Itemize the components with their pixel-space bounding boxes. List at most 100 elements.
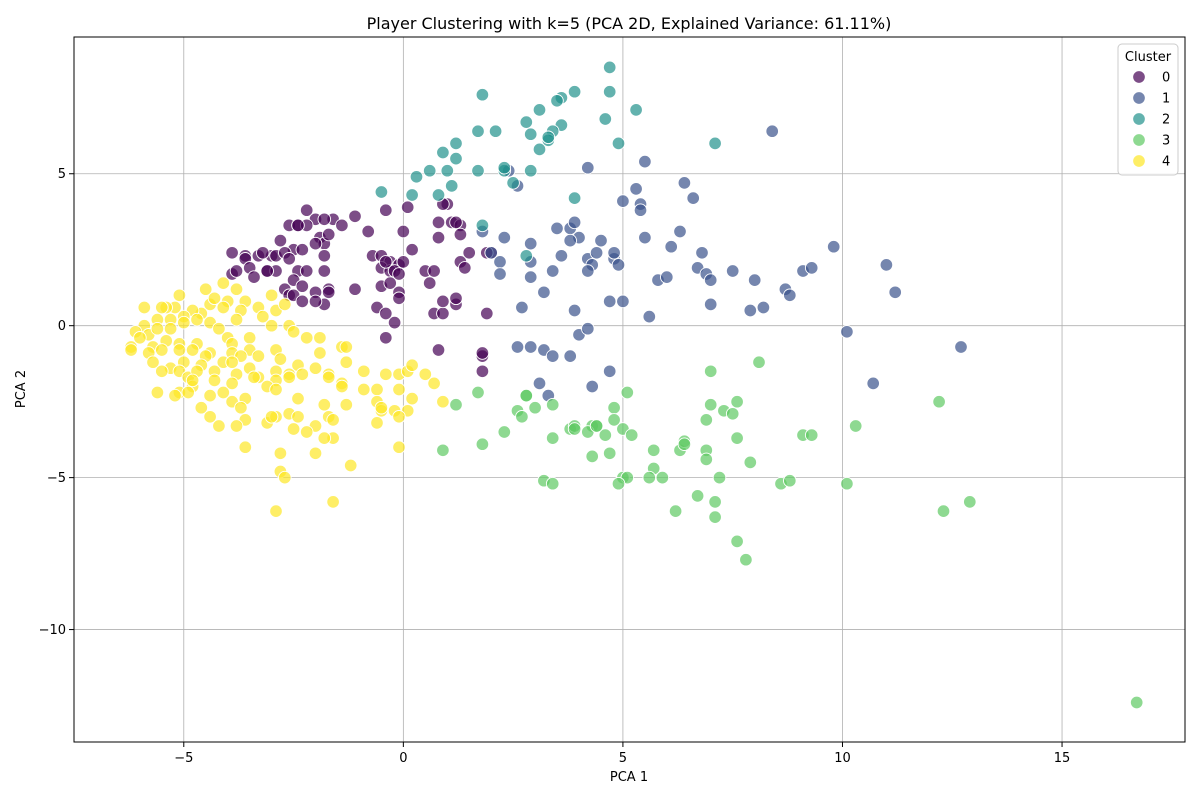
- data-point-cluster-4: [264, 410, 279, 424]
- data-point-cluster-0: [321, 285, 336, 300]
- data-point-cluster-0: [475, 364, 490, 379]
- data-point-cluster-4: [225, 376, 239, 391]
- data-point-cluster-4: [155, 364, 169, 379]
- data-point-cluster-3: [699, 413, 714, 427]
- data-point-cluster-0: [396, 255, 411, 269]
- data-point-cluster-4: [436, 394, 450, 409]
- x-tick-label: −5: [174, 751, 193, 766]
- data-point-cluster-4: [185, 373, 200, 388]
- data-point-cluster-1: [510, 340, 525, 354]
- data-point-cluster-4: [137, 300, 152, 315]
- data-point-cluster-3: [611, 476, 626, 491]
- data-point-cluster-4: [269, 504, 283, 518]
- data-point-cluster-3: [752, 355, 766, 369]
- data-point-cluster-4: [299, 331, 314, 345]
- data-point-cluster-0: [291, 218, 305, 233]
- data-point-cluster-0: [295, 242, 310, 257]
- data-point-cluster-4: [339, 397, 354, 412]
- data-point-cluster-3: [497, 425, 512, 439]
- data-point-cluster-2: [471, 124, 485, 138]
- data-point-cluster-3: [528, 400, 542, 415]
- data-point-cluster-2: [405, 188, 419, 202]
- data-point-cluster-4: [291, 410, 305, 424]
- legend-marker-2: [1132, 112, 1146, 126]
- data-point-cluster-1: [703, 297, 718, 312]
- legend-marker-1: [1132, 91, 1146, 105]
- data-point-cluster-2: [532, 142, 547, 157]
- data-point-cluster-2: [506, 176, 520, 190]
- data-point-cluster-1: [673, 224, 687, 239]
- data-point-cluster-0: [299, 203, 314, 217]
- data-point-cluster-1: [677, 176, 692, 190]
- data-point-cluster-0: [405, 242, 419, 257]
- data-point-cluster-1: [954, 340, 968, 354]
- data-point-cluster-0: [348, 209, 362, 224]
- data-point-cluster-2: [374, 185, 389, 199]
- data-point-cluster-1: [581, 160, 595, 175]
- data-point-cluster-3: [730, 431, 744, 445]
- data-point-cluster-1: [611, 258, 626, 272]
- data-point-cluster-1: [756, 300, 771, 315]
- data-point-cluster-2: [444, 179, 459, 193]
- y-tick-label: −10: [39, 623, 66, 638]
- data-point-cluster-3: [668, 504, 683, 518]
- data-point-cluster-2: [708, 136, 722, 151]
- data-point-cluster-4: [256, 309, 270, 324]
- data-point-cluster-4: [264, 288, 279, 303]
- data-point-cluster-3: [703, 364, 718, 379]
- data-point-cluster-4: [172, 343, 187, 357]
- data-point-cluster-0: [295, 279, 310, 293]
- data-point-cluster-4: [207, 291, 222, 306]
- y-tick-label: 0: [58, 319, 66, 334]
- data-point-cluster-4: [405, 391, 419, 406]
- data-point-cluster-2: [497, 160, 512, 175]
- data-point-cluster-3: [848, 419, 863, 433]
- data-point-cluster-3: [739, 552, 753, 567]
- data-point-cluster-4: [321, 370, 336, 385]
- data-point-cluster-4: [229, 312, 244, 327]
- data-point-cluster-4: [212, 419, 226, 433]
- data-point-cluster-0: [317, 212, 332, 227]
- y-axis-label: PCA 2: [14, 370, 29, 408]
- data-point-cluster-2: [519, 249, 534, 263]
- data-point-cluster-3: [598, 428, 613, 442]
- data-point-cluster-1: [581, 264, 595, 278]
- data-point-cluster-1: [523, 270, 538, 284]
- data-point-cluster-4: [273, 352, 288, 366]
- data-point-cluster-0: [317, 249, 332, 263]
- data-point-cluster-0: [475, 346, 490, 360]
- data-point-cluster-2: [409, 170, 424, 184]
- data-point-cluster-4: [299, 425, 314, 439]
- data-point-cluster-4: [308, 446, 323, 461]
- data-point-cluster-2: [440, 163, 455, 178]
- data-point-cluster-2: [436, 145, 450, 160]
- data-point-cluster-3: [589, 419, 604, 433]
- data-point-cluster-2: [567, 191, 582, 205]
- data-point-cluster-1: [545, 349, 560, 363]
- data-point-cluster-1: [765, 124, 779, 138]
- data-point-cluster-3: [730, 534, 744, 549]
- data-point-cluster-2: [611, 136, 626, 151]
- data-point-cluster-0: [379, 306, 393, 321]
- data-point-cluster-3: [804, 428, 819, 442]
- data-point-cluster-4: [203, 388, 217, 403]
- data-point-cluster-0: [436, 306, 450, 321]
- data-point-cluster-4: [374, 400, 389, 415]
- data-point-cluster-0: [431, 343, 446, 357]
- data-point-cluster-1: [660, 270, 674, 284]
- data-point-cluster-1: [642, 309, 657, 324]
- data-point-cluster-0: [379, 203, 393, 217]
- data-point-cluster-4: [313, 346, 327, 360]
- data-point-cluster-1: [585, 379, 599, 394]
- data-point-cluster-0: [392, 267, 406, 281]
- data-point-cluster-2: [475, 87, 490, 102]
- legend-label-3: 3: [1162, 134, 1170, 149]
- legend-marker-3: [1132, 133, 1146, 147]
- data-point-cluster-1: [493, 267, 507, 281]
- data-point-cluster-4: [269, 382, 283, 397]
- data-point-cluster-4: [177, 315, 191, 330]
- data-point-cluster-4: [405, 358, 419, 372]
- x-tick-label: 10: [834, 751, 851, 766]
- data-point-cluster-4: [291, 391, 305, 406]
- data-point-cluster-4: [212, 321, 226, 336]
